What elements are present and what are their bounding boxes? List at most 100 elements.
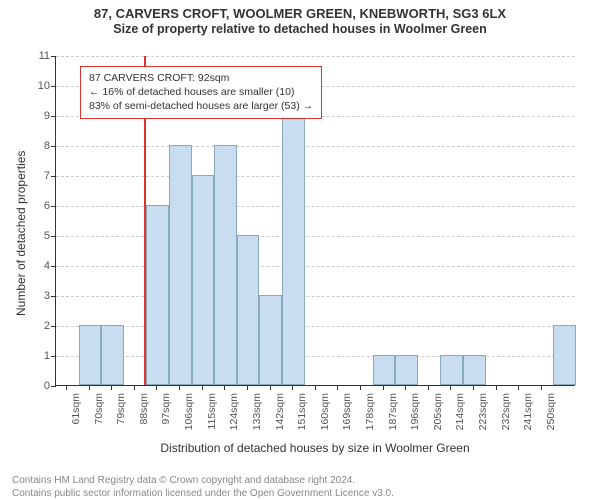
xtick-label: 196sqm	[409, 393, 421, 430]
xtick-mark	[383, 385, 384, 390]
xtick-mark	[247, 385, 248, 390]
xtick-label: 151sqm	[296, 393, 308, 430]
ytick-mark	[51, 386, 56, 387]
xtick-mark	[541, 385, 542, 390]
histogram-bar	[192, 175, 215, 385]
xtick-mark	[360, 385, 361, 390]
info-box-line1: 87 CARVERS CROFT: 92sqm	[89, 71, 313, 85]
ytick-label: 4	[44, 260, 50, 272]
histogram-bar	[373, 355, 396, 385]
xtick-mark	[134, 385, 135, 390]
xtick-label: 223sqm	[477, 393, 489, 430]
chart-title-line1: 87, CARVERS CROFT, WOOLMER GREEN, KNEBWO…	[0, 6, 600, 22]
xtick-mark	[428, 385, 429, 390]
y-axis-label: Number of detached properties	[14, 151, 28, 316]
xtick-mark	[89, 385, 90, 390]
xtick-label: 124sqm	[228, 393, 240, 430]
xtick-label: 232sqm	[500, 393, 512, 430]
xtick-label: 178sqm	[364, 393, 376, 430]
ytick-label: 8	[44, 140, 50, 152]
xtick-mark	[496, 385, 497, 390]
histogram-bar	[282, 115, 305, 385]
gridline	[56, 146, 575, 147]
xtick-label: 115sqm	[206, 393, 218, 430]
ytick-mark	[51, 206, 56, 207]
xtick-mark	[315, 385, 316, 390]
xtick-label: 133sqm	[251, 393, 263, 430]
gridline	[56, 236, 575, 237]
ytick-mark	[51, 146, 56, 147]
footer-line1: Contains HM Land Registry data © Crown c…	[12, 474, 394, 487]
ytick-mark	[51, 356, 56, 357]
xtick-mark	[179, 385, 180, 390]
xtick-label: 214sqm	[454, 393, 466, 430]
ytick-label: 0	[44, 380, 50, 392]
xtick-label: 160sqm	[319, 393, 331, 430]
xtick-label: 70sqm	[93, 393, 105, 425]
gridline	[56, 326, 575, 327]
histogram-bar	[146, 205, 169, 385]
ytick-label: 10	[38, 80, 50, 92]
gridline	[56, 266, 575, 267]
histogram-bar	[101, 325, 124, 385]
ytick-mark	[51, 86, 56, 87]
xtick-mark	[224, 385, 225, 390]
ytick-mark	[51, 56, 56, 57]
chart-title-line2: Size of property relative to detached ho…	[0, 22, 600, 38]
xtick-label: 250sqm	[545, 393, 557, 430]
footer-text: Contains HM Land Registry data © Crown c…	[12, 474, 394, 500]
info-box-line3: 83% of semi-detached houses are larger (…	[89, 99, 313, 113]
histogram-bar	[259, 295, 282, 385]
chart-container: 87, CARVERS CROFT, WOOLMER GREEN, KNEBWO…	[0, 6, 600, 500]
gridline	[56, 206, 575, 207]
ytick-label: 2	[44, 320, 50, 332]
xtick-mark	[111, 385, 112, 390]
ytick-label: 11	[39, 50, 50, 62]
gridline	[56, 296, 575, 297]
x-axis-label: Distribution of detached houses by size …	[55, 441, 575, 455]
xtick-label: 88sqm	[138, 393, 150, 425]
info-box: 87 CARVERS CROFT: 92sqm← 16% of detached…	[80, 66, 322, 119]
histogram-bar	[440, 355, 463, 385]
gridline	[56, 56, 575, 57]
ytick-label: 5	[44, 230, 50, 242]
histogram-bar	[395, 355, 418, 385]
histogram-bar	[237, 235, 260, 385]
ytick-label: 1	[44, 350, 50, 362]
gridline	[56, 176, 575, 177]
ytick-label: 6	[44, 200, 50, 212]
xtick-label: 61sqm	[70, 393, 82, 425]
xtick-label: 187sqm	[387, 393, 399, 430]
plot-area: 0123456789101161sqm70sqm79sqm88sqm97sqm1…	[55, 56, 575, 386]
ytick-mark	[51, 236, 56, 237]
xtick-mark	[156, 385, 157, 390]
histogram-bar	[169, 145, 192, 385]
xtick-mark	[450, 385, 451, 390]
xtick-mark	[66, 385, 67, 390]
histogram-bar	[214, 145, 237, 385]
ytick-label: 3	[44, 290, 50, 302]
xtick-label: 241sqm	[522, 393, 534, 430]
xtick-mark	[270, 385, 271, 390]
xtick-label: 142sqm	[274, 393, 286, 430]
xtick-mark	[405, 385, 406, 390]
info-box-line2: ← 16% of detached houses are smaller (10…	[89, 85, 313, 99]
xtick-mark	[337, 385, 338, 390]
ytick-mark	[51, 326, 56, 327]
ytick-mark	[51, 116, 56, 117]
histogram-bar	[79, 325, 102, 385]
histogram-bar	[553, 325, 576, 385]
xtick-label: 79sqm	[115, 393, 127, 425]
ytick-mark	[51, 176, 56, 177]
xtick-mark	[292, 385, 293, 390]
ytick-label: 9	[44, 110, 50, 122]
gridline	[56, 356, 575, 357]
xtick-mark	[518, 385, 519, 390]
xtick-mark	[473, 385, 474, 390]
footer-line2: Contains public sector information licen…	[12, 487, 394, 500]
ytick-label: 7	[44, 170, 50, 182]
xtick-mark	[202, 385, 203, 390]
xtick-label: 97sqm	[160, 393, 172, 425]
ytick-mark	[51, 266, 56, 267]
histogram-bar	[463, 355, 486, 385]
